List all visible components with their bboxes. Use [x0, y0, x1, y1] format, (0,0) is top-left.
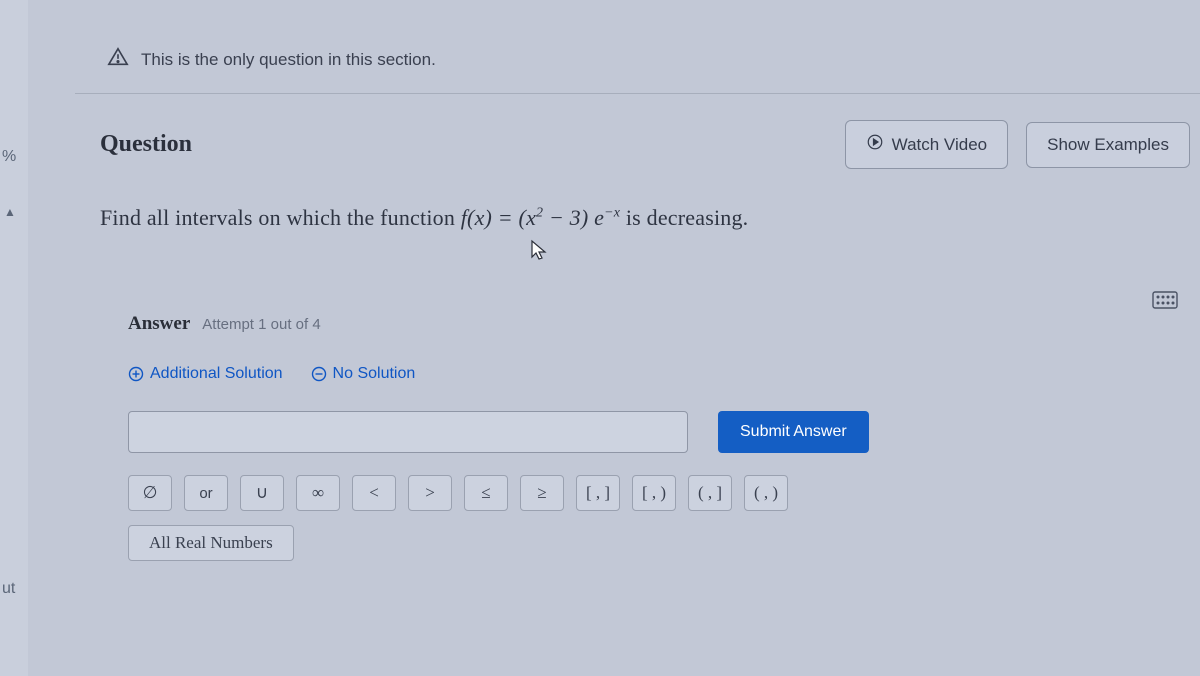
- e-base: e: [594, 205, 604, 230]
- attempt-counter: Attempt 1 out of 4: [202, 316, 320, 333]
- minus-3-paren: − 3): [549, 205, 594, 230]
- answer-label: Answer: [128, 313, 190, 335]
- submit-answer-label: Submit Answer: [740, 423, 847, 440]
- symbol-open-closed[interactable]: ( , ]: [688, 475, 732, 511]
- answer-input-row: Submit Answer: [128, 411, 1200, 453]
- submit-answer-button[interactable]: Submit Answer: [718, 411, 869, 453]
- left-edge-strip: % ▲ ut: [0, 0, 28, 676]
- watch-video-label: Watch Video: [892, 135, 987, 155]
- no-solution-button[interactable]: No Solution: [311, 365, 416, 383]
- symbol-greater-equal[interactable]: ≥: [520, 475, 564, 511]
- all-real-row: All Real Numbers: [128, 511, 1200, 561]
- problem-suffix: is decreasing.: [626, 205, 749, 230]
- warning-icon: [107, 46, 129, 73]
- answer-input[interactable]: [128, 411, 688, 453]
- symbol-palette: ∅ or ∪ ∞ < > ≤ ≥ [ , ] [ , ) ( , ] ( , ): [128, 475, 1200, 511]
- symbol-union[interactable]: ∪: [240, 475, 284, 511]
- symbol-or[interactable]: or: [184, 475, 228, 511]
- additional-solution-button[interactable]: Additional Solution: [128, 365, 283, 383]
- solution-options-row: Additional Solution No Solution: [128, 365, 1200, 383]
- symbol-open-open[interactable]: ( , ): [744, 475, 788, 511]
- x-base: x: [526, 205, 536, 230]
- question-title: Question: [100, 131, 192, 158]
- percent-glyph: %: [2, 148, 16, 166]
- fn-lhs: f(x) =: [461, 205, 519, 230]
- cursor-icon: [530, 239, 548, 267]
- caret-up-icon: ▲: [4, 205, 16, 220]
- x-exp: 2: [536, 206, 543, 221]
- cutoff-text-ut: ut: [2, 580, 15, 598]
- answer-section: Answer Attempt 1 out of 4 Additional Sol…: [128, 313, 1200, 561]
- symbol-closed-closed[interactable]: [ , ]: [576, 475, 620, 511]
- e-exp: −x: [604, 206, 620, 221]
- answer-header-row: Answer Attempt 1 out of 4: [128, 313, 1200, 335]
- main-content: Question Watch Video Show Examples Find …: [100, 120, 1200, 561]
- section-notice-bar: This is the only question in this sectio…: [75, 30, 1200, 94]
- question-header-row: Question Watch Video Show Examples: [100, 120, 1200, 169]
- additional-solution-label: Additional Solution: [150, 365, 283, 383]
- play-icon: [866, 133, 884, 156]
- symbol-closed-open[interactable]: [ , ): [632, 475, 676, 511]
- symbol-less-equal[interactable]: ≤: [464, 475, 508, 511]
- symbol-all-real[interactable]: All Real Numbers: [128, 525, 294, 561]
- problem-prefix: Find all intervals on which the function: [100, 205, 461, 230]
- show-examples-label: Show Examples: [1047, 135, 1169, 155]
- watch-video-button[interactable]: Watch Video: [845, 120, 1008, 169]
- show-examples-button[interactable]: Show Examples: [1026, 122, 1190, 168]
- section-notice-text: This is the only question in this sectio…: [141, 50, 436, 70]
- no-solution-label: No Solution: [333, 365, 416, 383]
- keyboard-icon[interactable]: [1152, 290, 1178, 310]
- problem-statement: Find all intervals on which the function…: [100, 205, 1200, 267]
- symbol-less-than[interactable]: <: [352, 475, 396, 511]
- symbol-empty-set[interactable]: ∅: [128, 475, 172, 511]
- symbol-infinity[interactable]: ∞: [296, 475, 340, 511]
- fn-open: (: [519, 205, 527, 230]
- symbol-greater-than[interactable]: >: [408, 475, 452, 511]
